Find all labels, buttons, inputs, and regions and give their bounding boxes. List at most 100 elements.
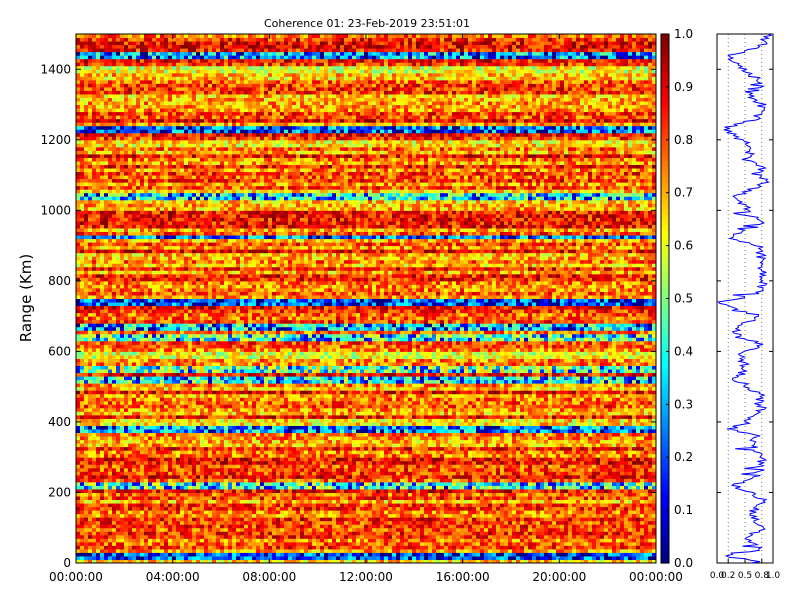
heatmap-cell [76, 527, 81, 532]
heatmap-cell [124, 358, 129, 363]
heatmap-cell [92, 372, 97, 377]
heatmap-cell [156, 390, 161, 395]
heatmap-cell [192, 545, 197, 550]
heatmap-cell [136, 41, 141, 46]
heatmap-cell [168, 503, 173, 508]
heatmap-cell [164, 383, 169, 388]
heatmap-cell [192, 136, 197, 141]
heatmap-cell [136, 400, 141, 405]
heatmap-cell [172, 108, 177, 113]
heatmap-cell [196, 146, 201, 151]
heatmap-cell [120, 231, 125, 236]
heatmap-cell [204, 153, 209, 158]
heatmap-cell [200, 517, 205, 522]
heatmap-cell [160, 136, 165, 141]
heatmap-cell [184, 411, 189, 416]
heatmap-cell [180, 48, 185, 53]
heatmap-cell [168, 450, 173, 455]
heatmap-cell [184, 510, 189, 515]
heatmap-cell [176, 510, 181, 515]
heatmap-cell [104, 48, 109, 53]
heatmap-cell [152, 245, 157, 250]
heatmap-cell [112, 376, 117, 381]
heatmap-cell [76, 220, 81, 225]
heatmap-cell [156, 245, 161, 250]
heatmap-cell [108, 404, 113, 409]
heatmap-cell [200, 122, 205, 127]
heatmap-cell [184, 231, 189, 236]
heatmap-cell [116, 559, 121, 564]
heatmap-cell [176, 227, 181, 232]
heatmap-cell [184, 125, 189, 130]
heatmap-cell [84, 471, 89, 476]
heatmap-cell [132, 309, 137, 314]
heatmap-cell [156, 189, 161, 194]
heatmap-cell [128, 256, 133, 261]
heatmap-cell [192, 531, 197, 536]
heatmap-cell [112, 129, 117, 134]
heatmap-cell [208, 400, 213, 405]
heatmap-cell [92, 309, 97, 314]
heatmap-cell [152, 323, 157, 328]
heatmap-cell [120, 263, 125, 268]
heatmap-cell [76, 344, 81, 349]
heatmap-cell [156, 280, 161, 285]
heatmap-cell [104, 527, 109, 532]
heatmap-cell [84, 527, 89, 532]
heatmap-cell [104, 231, 109, 236]
heatmap-cell [88, 464, 93, 469]
heatmap-cell [96, 453, 101, 458]
heatmap-cell [176, 305, 181, 310]
heatmap-cell [196, 185, 201, 190]
heatmap-cell [104, 503, 109, 508]
heatmap-cell [184, 457, 189, 462]
heatmap-cell [128, 160, 133, 165]
heatmap-cell [112, 217, 117, 222]
heatmap-cell [184, 446, 189, 451]
heatmap-cell [172, 132, 177, 137]
heatmap-cell [80, 249, 85, 254]
heatmap-cell [104, 37, 109, 42]
heatmap-cell [100, 132, 105, 137]
heatmap-cell [160, 101, 165, 106]
heatmap-cell [144, 280, 149, 285]
heatmap-cell [92, 157, 97, 162]
heatmap-cell [112, 418, 117, 423]
heatmap-cell [188, 206, 193, 211]
heatmap-cell [136, 527, 141, 532]
heatmap-cell [84, 421, 89, 426]
heatmap-cell [160, 432, 165, 437]
heatmap-cell [184, 471, 189, 476]
heatmap-cell [168, 376, 173, 381]
heatmap-cell [196, 411, 201, 416]
heatmap-cell [108, 460, 113, 465]
heatmap-cell [128, 178, 133, 183]
heatmap-cell [176, 541, 181, 546]
heatmap-cell [76, 185, 81, 190]
heatmap-cell [80, 132, 85, 137]
heatmap-cell [168, 189, 173, 194]
heatmap-cell [176, 182, 181, 187]
heatmap-cell [144, 559, 149, 564]
heatmap-cell [112, 513, 117, 518]
heatmap-cell [84, 361, 89, 367]
heatmap-cell [96, 555, 101, 560]
heatmap-cell [76, 312, 81, 317]
heatmap-cell [176, 287, 181, 292]
heatmap-cell [192, 485, 197, 490]
heatmap-cell [128, 499, 133, 504]
heatmap-cell [136, 51, 141, 56]
heatmap-cell [92, 284, 97, 289]
heatmap-cell [100, 450, 105, 455]
heatmap-cell [144, 34, 149, 39]
heatmap-cell [140, 72, 145, 77]
heatmap-cell [200, 72, 205, 77]
heatmap-cell [136, 545, 141, 550]
heatmap-cell [120, 383, 125, 388]
heatmap-cell [92, 358, 97, 363]
heatmap-cell [104, 256, 109, 261]
heatmap-cell [132, 79, 137, 84]
heatmap-cell [132, 51, 137, 56]
heatmap-cell [140, 428, 145, 434]
heatmap-cell [104, 280, 109, 285]
